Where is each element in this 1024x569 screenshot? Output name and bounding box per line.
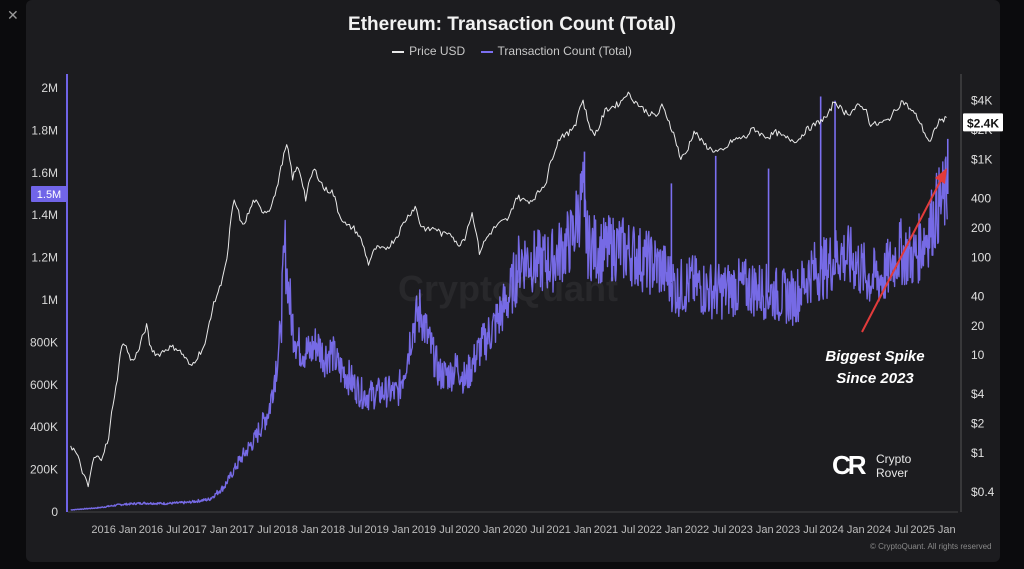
x-tick-label: 2022 Jul <box>685 524 727 536</box>
x-tick-label: 2022 Jan <box>637 524 682 536</box>
left-tick-label: 1.8M <box>31 123 58 137</box>
legend-item-tx-count[interactable]: Transaction Count (Total) <box>480 44 632 58</box>
logo-mark: CR <box>832 450 867 480</box>
x-tick-label: 2018 Jan <box>273 524 318 536</box>
x-tick-label: 2021 Jan <box>546 524 591 536</box>
x-tick-label: 2020 Jul <box>503 524 545 536</box>
annotation-arrow-line <box>861 177 943 333</box>
x-tick-label: 2023 Jul <box>776 524 818 536</box>
left-tick-label: 1M <box>41 293 58 307</box>
watermark: CryptoQuant <box>398 268 618 309</box>
annotation-arrow-head <box>935 168 947 184</box>
legend-item-price[interactable]: Price USD <box>392 44 465 58</box>
x-tick-label: 2024 Jul <box>867 524 909 536</box>
x-tick-label: 2019 Jul <box>412 524 454 536</box>
x-tick-label: 2024 Jan <box>819 524 864 536</box>
logo-line-1: Crypto <box>876 451 912 466</box>
right-current-value-badge <box>963 113 1003 132</box>
right-tick-label: 40 <box>971 289 985 303</box>
right-tick-label: 200 <box>971 221 991 235</box>
x-tick-label: 2016 Jul <box>139 524 181 536</box>
legend-label-price: Price USD <box>409 44 466 58</box>
right-tick-label: $2 <box>971 417 985 431</box>
x-tick-label: 2023 Jan <box>728 524 773 536</box>
right-tick-label: 10 <box>971 348 985 362</box>
right-tick-label: $4K <box>971 94 992 108</box>
left-current-value-label: 1.5M <box>37 189 61 201</box>
right-tick-label: 20 <box>971 319 985 333</box>
annotation-text: Biggest Spike Since 2023 <box>805 346 945 390</box>
logo-line-2: Rover <box>876 465 909 480</box>
right-tick-label: $4 <box>971 387 985 401</box>
legend-swatch-price <box>392 50 405 53</box>
x-tick-label: 2017 Jul <box>230 524 272 536</box>
x-tick-label: 2020 Jan <box>455 524 500 536</box>
left-tick-label: 600K <box>30 378 58 392</box>
chart-legend: Price USD Transaction Count (Total) <box>0 44 1024 58</box>
right-tick-label: $1K <box>971 153 992 167</box>
left-tick-label: 800K <box>30 335 58 349</box>
crypto-rover-logo: CR Crypto Rover <box>832 450 911 481</box>
left-tick-label: 2M <box>41 81 58 95</box>
right-tick-label: $1 <box>971 446 985 460</box>
legend-label-tx-count: Transaction Count (Total) <box>497 44 632 58</box>
price-usd-line <box>70 91 947 488</box>
left-tick-label: 1.4M <box>31 208 58 222</box>
copyright-text: © CryptoQuant. All rights reserved <box>870 542 992 551</box>
left-tick-label: 1.2M <box>31 251 58 265</box>
right-tick-label: $0.4 <box>971 485 995 499</box>
x-tick-label: 2019 Jan <box>364 524 409 536</box>
x-tick-label: 2021 Jul <box>594 524 636 536</box>
x-tick-label: 2017 Jan <box>182 524 227 536</box>
annotation-line-2: Since 2023 <box>836 370 914 387</box>
annotation-line-1: Biggest Spike <box>825 348 925 365</box>
x-tick-label: 2016 Jan <box>91 524 136 536</box>
right-current-value-label: $2.4K <box>967 116 999 130</box>
x-tick-label: 2018 Jul <box>321 524 363 536</box>
logo-text: Crypto Rover <box>876 452 911 480</box>
close-icon[interactable]: ✕ <box>7 8 19 24</box>
left-tick-label: 400K <box>30 420 58 434</box>
legend-swatch-tx-count <box>480 50 493 53</box>
chart-title: Ethereum: Transaction Count (Total) <box>348 14 676 35</box>
x-tick-label: 2025 Jan <box>910 524 955 536</box>
left-current-value-badge <box>31 186 67 202</box>
left-tick-label: 1.6M <box>31 166 58 180</box>
left-tick-label: 0 <box>51 505 58 519</box>
left-tick-label: 200K <box>30 463 58 477</box>
tx-count-line <box>70 156 948 511</box>
right-tick-label: 400 <box>971 191 991 205</box>
right-tick-label: 100 <box>971 250 991 264</box>
